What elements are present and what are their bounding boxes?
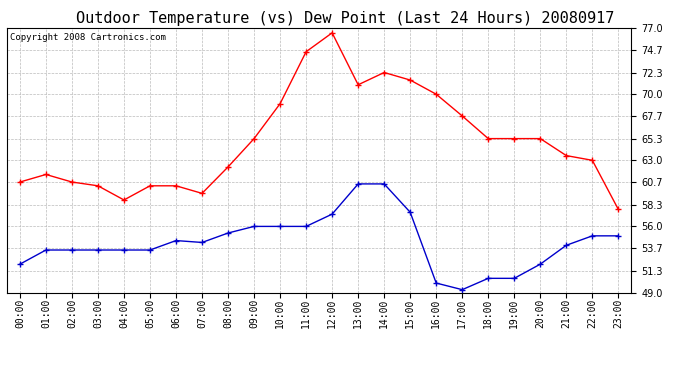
Text: Copyright 2008 Cartronics.com: Copyright 2008 Cartronics.com xyxy=(10,33,166,42)
Text: Outdoor Temperature (vs) Dew Point (Last 24 Hours) 20080917: Outdoor Temperature (vs) Dew Point (Last… xyxy=(76,11,614,26)
